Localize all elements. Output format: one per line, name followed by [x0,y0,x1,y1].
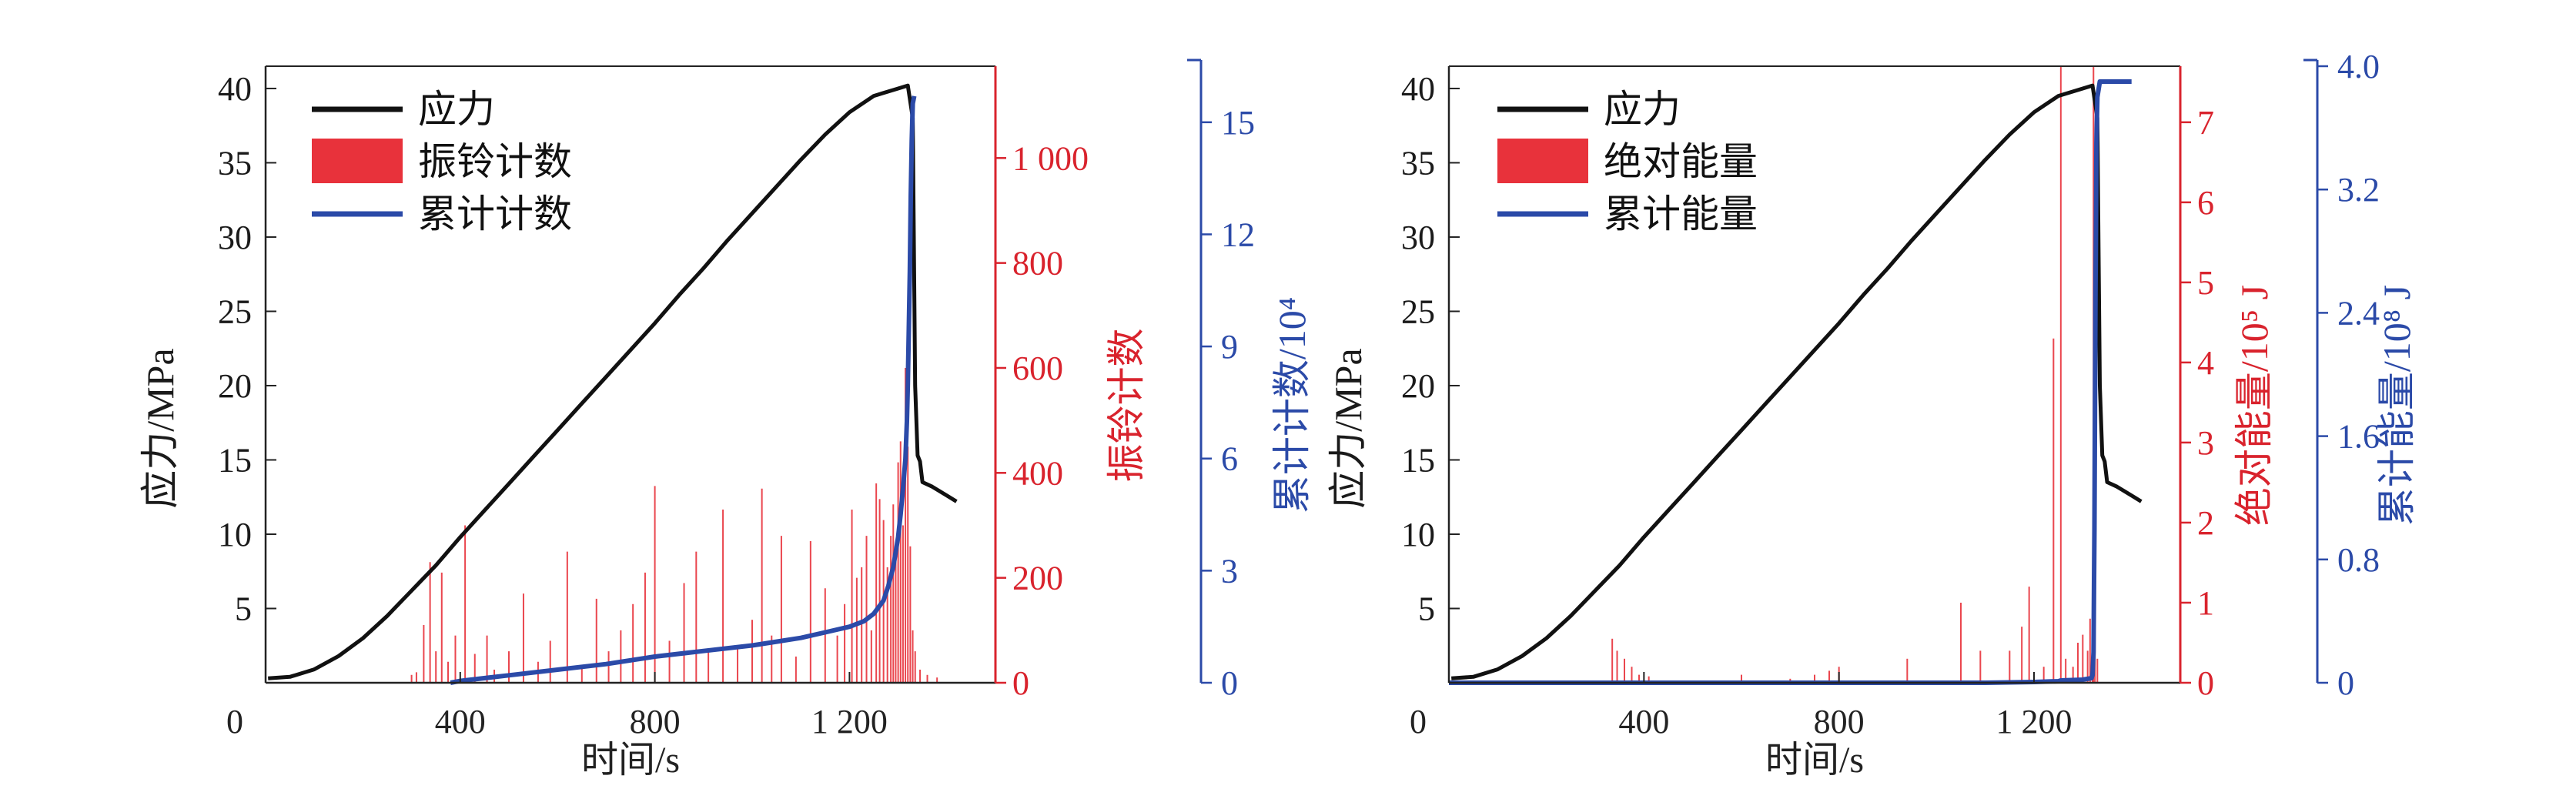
left-tick-label: 5 [235,590,252,627]
right2-tick-label: 6 [1221,440,1238,478]
right2-tick-label: 2.4 [2337,294,2380,332]
right1-tick-label: 2 [2197,504,2214,542]
legend-label: 累计能量 [1604,192,1758,236]
legend-label: 应力 [418,88,495,131]
right2-tick-label: 9 [1221,328,1238,366]
right2-tick-label: 0 [2337,664,2354,702]
left-tick-label: 15 [218,441,252,479]
right1-tick-label: 200 [1012,560,1063,597]
left-tick-label: 20 [218,367,252,405]
right1-tick-label: 1 000 [1012,139,1089,177]
right2-axis-title: 累计能量/10⁸ J [2375,285,2418,526]
left-tick-label: 25 [1401,293,1435,330]
series-应力-line [268,83,958,680]
x-axis-title: 时间/s [581,740,680,781]
right2-tick-label: 3 [1221,552,1238,590]
left-axis-title: 应力/MPa [139,348,182,508]
legend-label: 应力 [1604,88,1681,131]
right2-tick-label: 4.0 [2337,48,2380,85]
left-tick-label: 25 [218,293,252,330]
right1-tick-label: 400 [1012,454,1063,492]
x-tick-label: 1 200 [1996,703,2073,740]
right1-tick-label: 4 [2197,344,2214,382]
chart-panel-2: 0 400 800 1 200时间/s510152025303540应力/MPa012… [1326,48,2418,781]
x-tick-label: 0 [1410,703,1427,740]
series-应力-line [1451,83,2143,680]
right1-tick-label: 0 [2197,664,2214,702]
right2-axis-title: 累计计数/10⁴ [1270,297,1313,513]
legend-label: 振铃计数 [418,140,572,183]
right1-tick-label: 0 [1012,664,1029,702]
right1-tick-label: 6 [2197,184,2214,222]
right1-tick-label: 7 [2197,104,2214,142]
right1-axis-title: 绝对能量/10⁵ J [2233,285,2276,526]
right1-axis-title: 振铃计数 [1105,329,1148,483]
right1-tick-label: 1 [2197,584,2214,622]
chart-panel-1: 0 400 800 1 200时间/s510152025303540应力/MPa020… [139,59,1313,781]
left-tick-label: 35 [218,144,252,182]
left-tick-label: 5 [1418,590,1435,627]
left-tick-label: 15 [1401,441,1435,479]
x-tick-label: 800 [1814,703,1865,740]
right2-tick-label: 15 [1221,104,1255,142]
x-tick-label: 400 [1618,703,1669,740]
right2-tick-label: 3.2 [2337,171,2380,209]
legend-label: 绝对能量 [1604,140,1758,183]
left-tick-label: 40 [1401,70,1435,108]
right1-tick-label: 800 [1012,245,1063,282]
x-tick-label: 400 [435,703,486,740]
left-tick-label: 30 [1401,219,1435,256]
series-振铃计数-bars [410,367,938,683]
legend-swatch [1497,139,1588,183]
legend-label: 累计计数 [418,192,572,236]
x-tick-label: 800 [630,703,681,740]
left-tick-label: 30 [218,219,252,256]
right2-tick-label: 0 [1221,664,1238,702]
left-tick-label: 35 [1401,144,1435,182]
legend-swatch [312,139,403,183]
x-tick-label: 0 [226,703,243,740]
left-tick-label: 40 [218,70,252,108]
x-tick-label: 1 200 [811,703,888,740]
right2-tick-label: 0.8 [2337,541,2380,579]
left-tick-label: 10 [1401,516,1435,553]
right1-tick-label: 3 [2197,424,2214,462]
left-tick-label: 20 [1401,367,1435,405]
right1-tick-label: 600 [1012,349,1063,387]
right2-tick-label: 12 [1221,216,1255,253]
right1-tick-label: 5 [2197,264,2214,302]
series-累计计数-line [450,95,917,685]
x-axis-title: 时间/s [1765,740,1864,781]
right2-tick-label: 1.6 [2337,418,2380,456]
left-tick-label: 10 [218,516,252,553]
left-axis-title: 应力/MPa [1326,348,1370,508]
